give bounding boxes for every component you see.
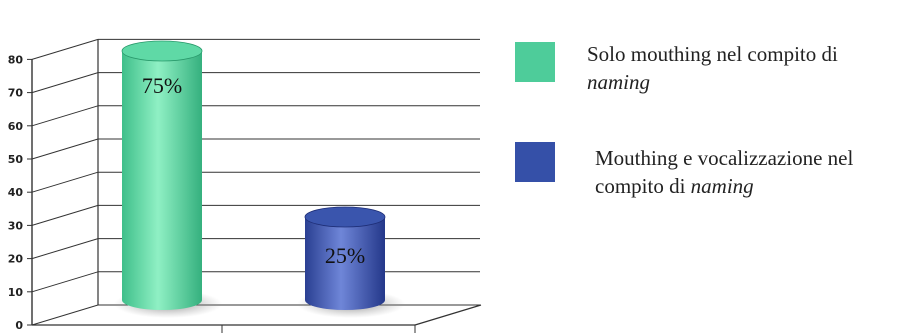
legend-line1: Solo mouthing nel compito di bbox=[587, 42, 838, 66]
bar-top-1 bbox=[304, 206, 386, 228]
gridline-side bbox=[31, 72, 99, 94]
legend-swatch-green bbox=[515, 42, 555, 82]
data-label-1: 25% bbox=[325, 243, 365, 268]
gridline-side bbox=[31, 271, 99, 293]
legend-text-1: Mouthing e vocalizzazione nel compito di… bbox=[595, 144, 853, 200]
legend-italic: naming bbox=[690, 174, 754, 198]
grid-lines bbox=[31, 38, 482, 326]
legend-line2: compito di bbox=[595, 174, 691, 198]
gridline-side bbox=[31, 138, 99, 160]
y-tick-label: 60 bbox=[8, 120, 24, 133]
legend-italic: naming bbox=[587, 70, 650, 94]
bars: 75% 25% bbox=[114, 40, 405, 318]
y-tick-label: 20 bbox=[8, 253, 24, 266]
data-label-0: 75% bbox=[142, 73, 182, 98]
floor-edge bbox=[414, 304, 482, 326]
y-tick-label: 50 bbox=[8, 153, 24, 166]
y-tick-label: 40 bbox=[8, 186, 24, 199]
bar-top-0 bbox=[121, 40, 203, 62]
gridline-side bbox=[31, 105, 99, 127]
y-tick-label: 0 bbox=[15, 319, 23, 332]
y-axis: 0 10 20 30 40 50 60 70 80 bbox=[8, 53, 416, 333]
legend-text-0: Solo mouthing nel compito di naming bbox=[587, 40, 838, 96]
gridline-side bbox=[31, 38, 99, 60]
gridline-side bbox=[31, 238, 99, 260]
legend-line1: Mouthing e vocalizzazione nel bbox=[595, 146, 854, 170]
bar-1 bbox=[305, 217, 385, 310]
gridline-side bbox=[31, 304, 99, 326]
y-tick-label: 70 bbox=[8, 87, 24, 100]
bar-0 bbox=[122, 51, 202, 310]
legend-swatch-blue bbox=[515, 142, 555, 182]
gridline-side bbox=[31, 171, 99, 193]
y-tick-label: 10 bbox=[8, 286, 24, 299]
y-tick-label: 30 bbox=[8, 219, 24, 232]
gridline-side bbox=[31, 204, 99, 226]
y-tick-label: 80 bbox=[8, 53, 24, 66]
